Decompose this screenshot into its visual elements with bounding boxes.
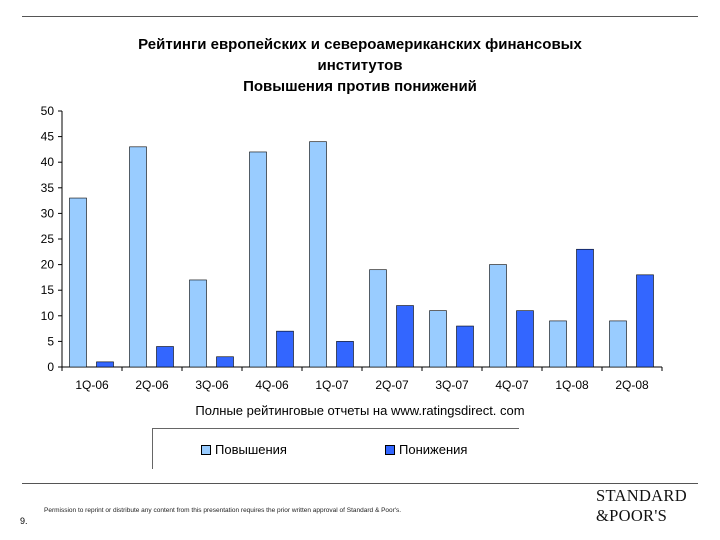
bar-upgrades bbox=[69, 197, 87, 368]
logo-line-2: &POOR'S bbox=[596, 506, 668, 525]
x-tick-label: 1Q-07 bbox=[315, 378, 349, 392]
legend-label-upgrades: Повышения bbox=[215, 442, 287, 457]
legend-swatch-upgrades bbox=[201, 444, 211, 455]
x-tick-label: 1Q-06 bbox=[75, 378, 109, 392]
y-tick-label: 50 bbox=[41, 104, 55, 118]
y-tick-label: 0 bbox=[47, 360, 54, 374]
x-tick-label: 2Q-08 bbox=[615, 378, 649, 392]
x-tick-label: 2Q-06 bbox=[135, 378, 169, 392]
y-tick-label: 15 bbox=[41, 283, 55, 297]
legend-item-downgrades: Понижения bbox=[385, 442, 467, 457]
page-number: 9. bbox=[20, 516, 28, 526]
x-axis-caption: Полные рейтинговые отчеты на www.ratings… bbox=[195, 403, 525, 418]
x-tick-label: 1Q-08 bbox=[555, 378, 589, 392]
y-tick-label: 40 bbox=[41, 155, 55, 169]
bar-upgrades bbox=[249, 151, 267, 368]
y-tick-label: 10 bbox=[41, 309, 55, 323]
permission-notice: Permission to reprint or distribute any … bbox=[44, 507, 402, 514]
bar-downgrades bbox=[456, 325, 474, 368]
bar-upgrades bbox=[549, 320, 567, 368]
bar-downgrades bbox=[516, 310, 534, 368]
y-tick-label: 30 bbox=[41, 206, 55, 220]
top-rule bbox=[22, 16, 698, 17]
bottom-rule bbox=[22, 483, 698, 484]
sp-logo: STANDARD &POOR'S bbox=[596, 486, 704, 526]
bar-upgrades bbox=[429, 310, 447, 368]
bar-upgrades bbox=[189, 279, 207, 368]
bar-downgrades bbox=[216, 356, 234, 368]
x-tick-label: 2Q-07 bbox=[375, 378, 409, 392]
chart-title-line-2: институтов bbox=[317, 57, 403, 74]
x-tick-label: 3Q-07 bbox=[435, 378, 469, 392]
bar-downgrades bbox=[636, 274, 654, 368]
chart-title-line-3: Повышения против понижений bbox=[243, 78, 477, 95]
x-tick-label: 4Q-06 bbox=[255, 378, 289, 392]
bar-downgrades bbox=[276, 330, 294, 368]
bar-upgrades bbox=[369, 269, 387, 368]
x-tick-label: 3Q-06 bbox=[195, 378, 229, 392]
x-tick-label: 4Q-07 bbox=[495, 378, 529, 392]
bar-upgrades bbox=[489, 264, 507, 368]
y-tick-label: 25 bbox=[41, 232, 55, 246]
chart-title-line-1: Рейтинги европейских и североамерикански… bbox=[138, 36, 582, 53]
bar-chart: 0 5 10 15 20 25 30 35 40 45 50 1Q-06 2Q-06 3Q-06 4Q-06… bbox=[41, 104, 663, 392]
bar-upgrades bbox=[129, 146, 147, 368]
legend: Повышения Понижения bbox=[152, 428, 519, 469]
logo-line-1: STANDARD bbox=[596, 486, 687, 505]
bar-upgrades bbox=[309, 141, 327, 368]
y-tick-label: 45 bbox=[41, 130, 55, 144]
bar-upgrades bbox=[609, 320, 627, 368]
legend-label-downgrades: Понижения bbox=[399, 442, 468, 457]
legend-item-upgrades: Повышения bbox=[201, 442, 287, 457]
bar-downgrades bbox=[336, 341, 354, 368]
y-tick-label: 35 bbox=[41, 181, 55, 195]
y-tick-label: 5 bbox=[47, 334, 54, 348]
bar-downgrades bbox=[576, 248, 594, 368]
y-tick-label: 20 bbox=[41, 258, 55, 272]
bar-downgrades bbox=[396, 305, 414, 368]
legend-swatch-downgrades bbox=[385, 444, 395, 455]
bar-downgrades bbox=[96, 361, 114, 368]
bar-downgrades bbox=[156, 346, 174, 368]
chart-title: Рейтинги европейских и североамерикански… bbox=[60, 34, 660, 97]
